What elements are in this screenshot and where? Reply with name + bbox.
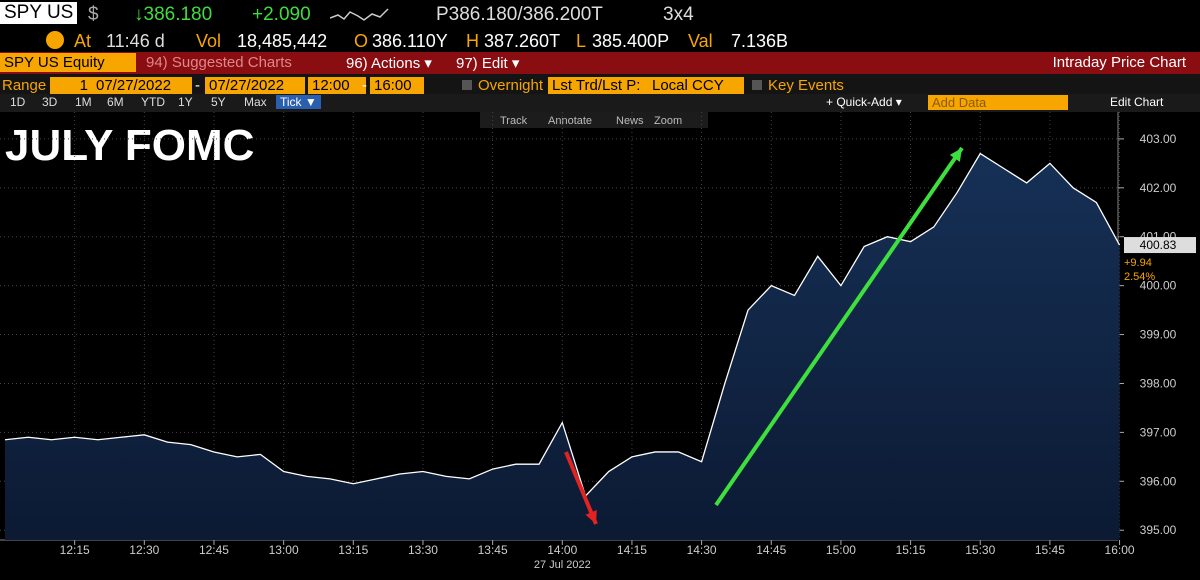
period-button[interactable]: 5Y [211,95,226,109]
key-events: Key Events [768,77,844,94]
y-tick-label: 397.00 [1140,425,1177,439]
chart: JULY FOMC Track Annotate News Zoom 395.00 396… [0,112,1196,571]
x-tick-label: 15:15 [896,543,926,557]
add-data[interactable]: Add Data [928,95,1068,110]
chart-tool: News [616,115,644,127]
toolbar-button[interactable]: 94) Suggested Charts [146,54,292,71]
x-tick-label: 14:15 [617,543,647,557]
period[interactable]: 1 [50,77,92,94]
up-arrow [714,146,964,507]
separator: - [362,77,367,94]
chart-tools [480,112,708,128]
y-tick-label: 399.00 [1140,328,1177,342]
y-tick-label: 398.00 [1140,376,1177,390]
y-tick-label: 396.00 [1140,474,1177,488]
overnight: Overnight [478,77,544,94]
price-area [5,153,1120,540]
change: +2.090 [252,4,311,25]
last-price: 400.83 [1140,238,1177,252]
x-tick-label: 12:45 [199,543,229,557]
x-tick-label: 13:45 [478,543,508,557]
bid-ask: P386.180/386.200T [436,4,603,25]
currency: $ [88,4,99,25]
size: 3x4 [663,4,694,25]
ticker[interactable]: SPY US [0,2,78,24]
security[interactable]: SPY US Equity [0,53,136,72]
y-tick-label: 403.00 [1140,132,1177,146]
separator: - [195,77,200,94]
checkbox[interactable] [752,80,762,90]
clock-icon [46,31,64,49]
x-tick-label: 12:30 [129,543,159,557]
quick-add[interactable]: + Quick-Add ▾ [826,95,902,109]
time-prefix: At [74,31,92,51]
period-button[interactable]: 1M [75,95,92,109]
x-tick-label: 15:30 [965,543,995,557]
val-label: Val [688,31,713,51]
x-tick-label: 15:00 [826,543,856,557]
up-arrow-head [949,148,962,162]
ccy[interactable]: Local CCY [648,77,744,94]
down-arrow [564,451,598,525]
toolbar-title: Intraday Price Chart [1052,54,1186,71]
vol-label: Vol [196,31,222,51]
x-tick-label: 16:00 [1105,543,1135,557]
period-button[interactable]: 1D [10,95,26,109]
time: 11:46 d [106,31,165,51]
price-line [4,152,1121,498]
x-tick-label: 12:15 [60,543,90,557]
last-price-box [1124,237,1196,254]
end-time[interactable]: 16:00 [370,77,424,94]
x-tick-label: 13:15 [338,543,368,557]
range-label: Range [2,77,47,94]
x-tick-label: 13:00 [269,543,299,557]
toolbar-button[interactable]: 97) Edit ▾ [456,55,520,72]
price-type[interactable]: Lst Trd/Lst P: [548,77,648,94]
edit-chart[interactable]: Edit Chart [1110,95,1164,109]
x-tick-label: 14:00 [547,543,577,557]
y-tick-label: 400.00 [1140,279,1177,293]
period-button[interactable]: Tick ▼ [276,95,321,109]
sparkline [330,8,389,21]
annotation: JULY FOMC [5,121,254,170]
last-price: ↓386.180 [134,4,213,25]
y-tick-label: 395.00 [1140,523,1177,537]
y-tick-label: 402.00 [1140,181,1177,195]
val: 7.136B [731,31,789,51]
vol: 18,485,442 [237,31,328,51]
last-change: +9.94 [1124,257,1152,269]
open-label: O [354,31,369,51]
toolbar [0,52,1200,74]
last-pct: 2.54% [1124,271,1155,283]
period-button[interactable]: 6M [107,95,124,109]
period-button[interactable]: Max [244,95,267,109]
checkbox[interactable] [462,80,472,90]
low: 385.400P [592,31,670,51]
date-label: 27 Jul 2022 [534,559,591,571]
chart-tool: Zoom [654,115,682,127]
x-tick-label: 13:30 [408,543,438,557]
start-time[interactable]: 12:00 [308,77,366,94]
toolbar-button[interactable]: 96) Actions ▾ [346,55,432,72]
period-button[interactable]: 3D [42,95,58,109]
x-tick-label: 14:30 [687,543,717,557]
x-tick-label: 14:45 [756,543,786,557]
chart-tool: Annotate [548,115,592,127]
chart-tool: Track [500,115,528,127]
x-tick-label: 15:45 [1035,543,1065,557]
down-arrow-head [585,510,597,524]
period-button[interactable]: 1Y [178,95,193,109]
start-date[interactable]: 07/27/2022 [92,77,192,94]
open: 386.110Y [372,31,448,51]
high-label: H [466,31,479,51]
period-button[interactable]: YTD [141,95,165,109]
low-label: L [576,31,587,51]
high: 387.260T [484,31,561,51]
end-date[interactable]: 07/27/2022 [205,77,305,94]
